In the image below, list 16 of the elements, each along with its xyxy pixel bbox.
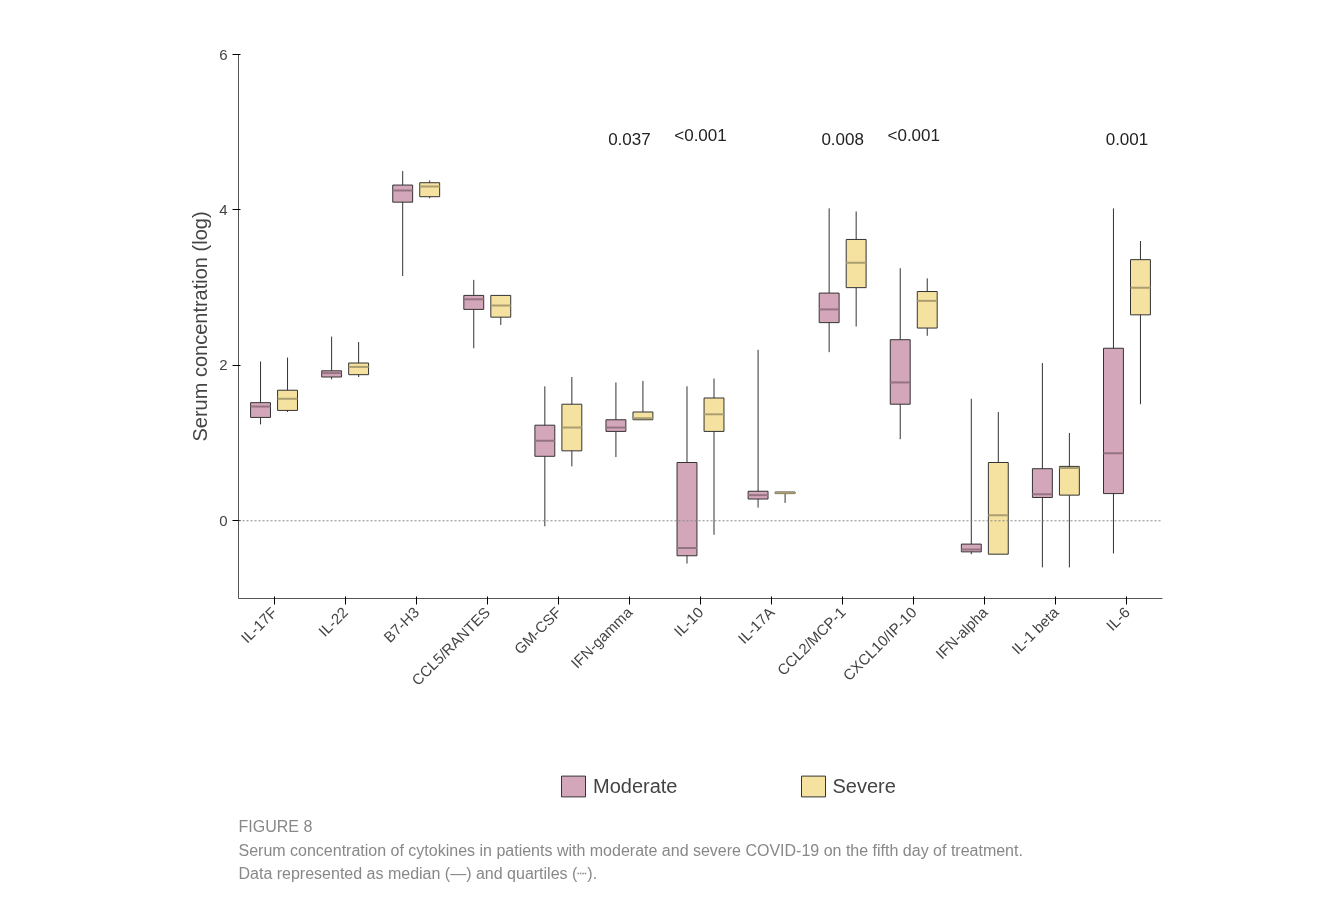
annotation: <0.001 xyxy=(674,125,727,145)
annotation: 0.001 xyxy=(1105,129,1149,149)
annotation: 0.008 xyxy=(821,129,864,149)
y-axis-title: Serum concentration (log) xyxy=(189,211,212,442)
y-tick-label: 0 xyxy=(219,511,228,529)
annotation: <0.001 xyxy=(887,125,940,145)
y-tick-label: 2 xyxy=(219,356,228,374)
y-tick-label: 4 xyxy=(219,200,228,218)
x-tick-label: IL-6 xyxy=(1102,603,1133,634)
y-tick-label: 6 xyxy=(219,45,228,63)
legend-label: Moderate xyxy=(593,774,678,798)
legend-label: Severe xyxy=(832,774,896,798)
x-tick-label: IL-1 beta xyxy=(1007,603,1063,658)
caption: FIGURE 8 xyxy=(238,817,313,835)
text: Serum concentration of cytokines in patients with moderate and severe COVID-19 on the fifth day of treatment. Data represented as median (—) and quartiles (┈). xyxy=(238,841,1023,883)
annotation: 0.037 xyxy=(608,129,651,149)
